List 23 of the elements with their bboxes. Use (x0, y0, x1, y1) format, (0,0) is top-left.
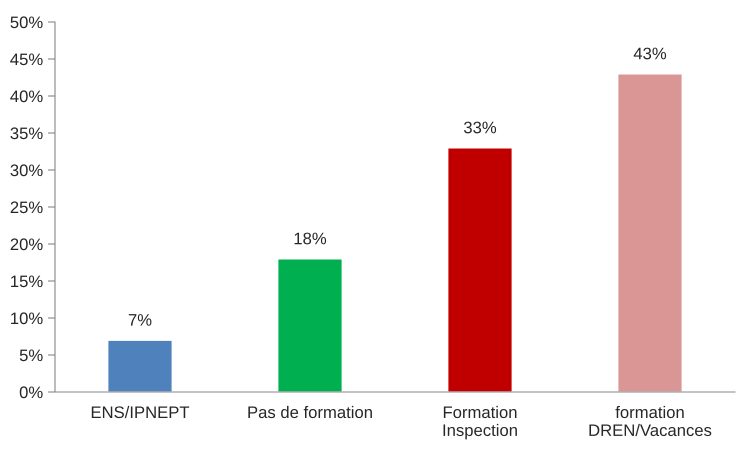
data-label: 43% (634, 48, 666, 60)
y-tick-label: 20% (10, 238, 43, 250)
y-tick-label: 0% (20, 386, 43, 398)
x-tick-label: formation DREN/Vacances (589, 406, 712, 436)
y-tick-label: 25% (10, 201, 43, 214)
bar (277, 258, 343, 392)
bar (107, 340, 173, 392)
x-tick-label: Pas de formation (248, 406, 372, 418)
bar (447, 147, 513, 392)
y-tick-label: 40% (10, 90, 43, 102)
y-tick-label: 45% (10, 53, 43, 66)
x-tick-label: ENS/IPNEPT (92, 406, 190, 418)
bar (617, 73, 683, 392)
data-label: 7% (128, 314, 152, 326)
y-tick-label: 10% (11, 312, 43, 324)
y-tick-label: 30% (10, 164, 43, 176)
y-tick-label: 15% (11, 275, 43, 288)
y-tick-label: 50% (10, 16, 43, 28)
y-tick-label: 5% (20, 349, 43, 362)
x-tick-label: Formation Inspection (444, 406, 517, 440)
y-tick-label: 35% (10, 127, 43, 140)
data-label: 33% (464, 122, 496, 134)
data-label: 18% (294, 232, 326, 244)
